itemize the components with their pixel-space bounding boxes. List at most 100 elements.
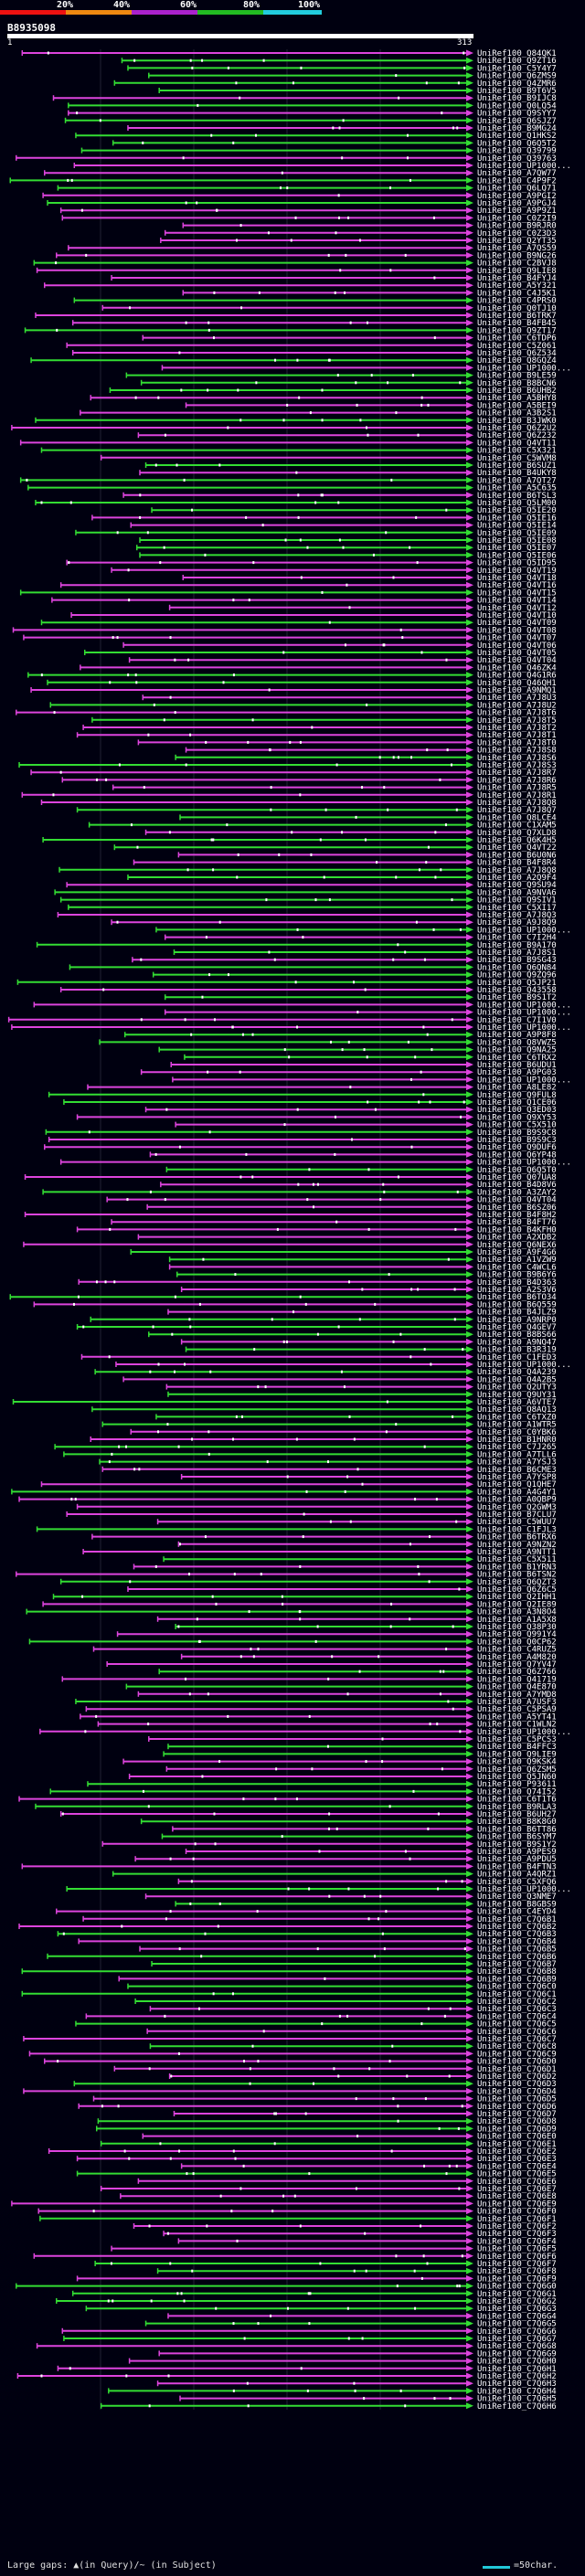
alignment-row[interactable]: UniRef100_UP1000... (155, 926, 571, 935)
subject-id[interactable]: UniRef100_A4G4Y1 (477, 1488, 557, 1497)
alignment-row[interactable]: UniRef100_B9NG26 (56, 251, 557, 260)
alignment-row[interactable]: UniRef100_Q4E870 (125, 1683, 557, 1692)
subject-id[interactable]: UniRef100_C7Q6C5 (477, 2020, 557, 2030)
subject-id[interactable]: UniRef100_C5XFQ6 (477, 1878, 557, 1887)
alignment-row[interactable]: UniRef100_C7Q6F0 (37, 2208, 557, 2217)
alignment-row[interactable]: UniRef100_Q4GEV7 (76, 1323, 557, 1332)
subject-id[interactable]: UniRef100_C5Z061 (477, 342, 557, 351)
subject-id[interactable]: UniRef100_C7Q6F0 (477, 2208, 557, 2217)
alignment-row[interactable]: UniRef100_B4UKY8 (139, 469, 557, 478)
subject-id[interactable]: UniRef100_C7Q6B2 (477, 1923, 557, 1932)
subject-id[interactable]: UniRef100_B7CLU7 (477, 1511, 557, 1520)
alignment-row[interactable]: UniRef100_Q6Z534 (71, 349, 557, 358)
subject-id[interactable]: UniRef100_B4FB45 (477, 319, 557, 328)
subject-id[interactable]: UniRef100_B9S9C8 (477, 1129, 557, 1138)
subject-id[interactable]: UniRef100_Q6ZSM5 (477, 1765, 557, 1775)
alignment-row[interactable]: UniRef100_B9A170 (36, 941, 557, 950)
alignment-row[interactable]: UniRef100_A7J8S1 (173, 949, 557, 958)
alignment-row[interactable]: UniRef100_A8LE82 (87, 1084, 557, 1093)
alignment-row[interactable]: UniRef100_C6T1T6 (18, 1796, 557, 1805)
alignment-row[interactable]: UniRef100_A7YSJ3 (99, 1458, 557, 1468)
alignment-row[interactable]: UniRef100_Q5JN60 (128, 1773, 557, 1782)
subject-id[interactable]: UniRef100_A5BHY8 (477, 394, 557, 403)
alignment-row[interactable]: UniRef100_C7Q6G1 (71, 2290, 557, 2299)
alignment-row[interactable]: UniRef100_C7Q6C0 (127, 1983, 557, 1992)
subject-id[interactable]: UniRef100_Q6Q5T2 (477, 139, 557, 148)
subject-id[interactable]: UniRef100_B4FT76 (477, 1218, 557, 1227)
alignment-row[interactable]: UniRef100_Q4VT07 (23, 634, 557, 643)
subject-id[interactable]: UniRef100_Q5IE07 (477, 544, 557, 553)
alignment-row[interactable]: UniRef100_C7Q6C7 (23, 2035, 557, 2044)
alignment-row[interactable]: UniRef100_Q9ZT16 (121, 57, 557, 66)
alignment-row[interactable]: UniRef100_Q4VT09 (40, 619, 557, 628)
subject-id[interactable]: UniRef100_A7J8R1 (477, 791, 557, 800)
alignment-row[interactable]: UniRef100_Q6ZSM5 (165, 1765, 557, 1775)
alignment-row[interactable]: UniRef100_C7Q6G0 (16, 2283, 557, 2292)
alignment-row[interactable]: UniRef100_C7Q6G8 (36, 2342, 557, 2351)
alignment-row[interactable]: UniRef100_Q0LQ54 (68, 101, 557, 111)
alignment-row[interactable]: UniRef100_Q1CE06 (63, 1098, 557, 1108)
subject-id[interactable]: UniRef100_P93611 (477, 1780, 557, 1789)
subject-id[interactable]: UniRef100_Q4VT04 (477, 656, 557, 665)
alignment-row[interactable]: UniRef100_UP1000... (161, 364, 571, 373)
subject-id[interactable]: UniRef100_A9NTT1 (477, 1548, 557, 1557)
subject-id[interactable]: UniRef100_A9J8Q9 (477, 918, 557, 928)
alignment-row[interactable]: UniRef100_A9PGJ4 (47, 199, 557, 208)
subject-id[interactable]: UniRef100_B8BCN6 (477, 379, 557, 388)
subject-id[interactable]: UniRef100_C7Q6F4 (477, 2237, 557, 2246)
alignment-row[interactable]: UniRef100_Q6K4H5 (42, 836, 557, 845)
alignment-row[interactable]: UniRef100_C7Q6E5 (76, 2170, 557, 2179)
subject-id[interactable]: UniRef100_Q9LIE9 (477, 1750, 557, 1759)
subject-id[interactable]: UniRef100_Q6LQ71 (477, 185, 557, 194)
alignment-row[interactable]: UniRef100_Q84QK1 (21, 49, 557, 58)
subject-id[interactable]: UniRef100_Q4VT07 (477, 634, 557, 643)
alignment-row[interactable]: UniRef100_C7Q6D2 (168, 2072, 557, 2082)
alignment-row[interactable]: UniRef100_Q9XY53 (76, 1113, 557, 1122)
subject-id[interactable]: UniRef100_C7Q6H6 (477, 2402, 557, 2412)
alignment-row[interactable]: UniRef100_Q9NA25 (158, 1046, 557, 1055)
subject-id[interactable]: UniRef100_Q9DUF6 (477, 1143, 557, 1152)
subject-id[interactable]: UniRef100_Q4VT05 (477, 649, 557, 658)
subject-id[interactable]: UniRef100_A9F4G6 (477, 1248, 557, 1257)
alignment-row[interactable]: UniRef100_B9S1T2 (164, 993, 557, 1002)
alignment-row[interactable]: UniRef100_A7J8R5 (112, 784, 557, 793)
alignment-row[interactable]: UniRef100_B9B6Y6 (176, 1271, 557, 1280)
subject-id[interactable]: UniRef100_B4FTN3 (477, 1862, 557, 1871)
subject-id[interactable]: UniRef100_C1WLN2 (477, 1721, 557, 1730)
subject-id[interactable]: UniRef100_C7Q6G6 (477, 2327, 557, 2337)
subject-id[interactable]: UniRef100_C7Q6B3 (477, 1930, 557, 1939)
alignment-row[interactable]: UniRef100_C7Q6C6 (146, 2028, 557, 2037)
alignment-row[interactable]: UniRef100_B6TSL3 (122, 492, 557, 501)
subject-id[interactable]: UniRef100_B9S9C3 (477, 1136, 557, 1145)
alignment-row[interactable]: UniRef100_Q4G1R6 (27, 672, 557, 681)
alignment-row[interactable]: UniRef100_C7Q6E9 (11, 2200, 557, 2209)
alignment-row[interactable]: UniRef100_C1FED3 (80, 1353, 557, 1362)
alignment-row[interactable]: UniRef100_A5YT41 (80, 1712, 557, 1722)
alignment-row[interactable]: UniRef100_A9PDU5 (134, 1855, 557, 1864)
alignment-row[interactable]: UniRef100_C6TDP6 (142, 334, 557, 344)
alignment-row[interactable]: UniRef100_B1YRN3 (133, 1563, 557, 1572)
alignment-row[interactable]: UniRef100_Q6QN84 (69, 963, 557, 972)
subject-id[interactable]: UniRef100_Q2IE89 (477, 1600, 557, 1609)
alignment-row[interactable]: UniRef100_C7Q6D0 (43, 2058, 557, 2067)
subject-id[interactable]: UniRef100_A7J8Q7 (477, 806, 557, 815)
alignment-row[interactable]: UniRef100_Q4VT06 (122, 641, 557, 651)
alignment-row[interactable]: UniRef100_Q8GQZ4 (30, 356, 557, 366)
subject-id[interactable]: UniRef100_C7Q6H3 (477, 2380, 557, 2389)
subject-id[interactable]: UniRef100_A1VZW9 (477, 1256, 557, 1265)
subject-id[interactable]: UniRef100_C5PCS3 (477, 1735, 557, 1744)
alignment-row[interactable]: UniRef100_C7Q6B2 (18, 1923, 557, 1932)
subject-id[interactable]: UniRef100_B4JLZ9 (477, 1309, 557, 1318)
subject-id[interactable]: UniRef100_Q991Y4 (477, 1630, 557, 1639)
subject-id[interactable]: UniRef100_C5WVM8 (477, 454, 557, 463)
alignment-row[interactable]: UniRef100_A7J8R1 (21, 791, 557, 800)
subject-id[interactable]: UniRef100_A7QS59 (477, 244, 557, 253)
subject-id[interactable]: UniRef100_C7Q6G5 (477, 2320, 557, 2329)
alignment-row[interactable]: UniRef100_C7Q6B5 (139, 1945, 557, 1955)
alignment-row[interactable]: UniRef100_Q0CP62 (28, 1638, 557, 1647)
alignment-row[interactable]: UniRef100_A9NQ47 (180, 1338, 557, 1347)
subject-id[interactable]: UniRef100_C4J5K1 (477, 289, 557, 298)
subject-id[interactable]: UniRef100_Q6ZMS9 (477, 72, 557, 81)
alignment-row[interactable]: UniRef100_C4EYD4 (56, 1908, 557, 1917)
alignment-row[interactable]: UniRef100_B8BS66 (148, 1330, 557, 1340)
